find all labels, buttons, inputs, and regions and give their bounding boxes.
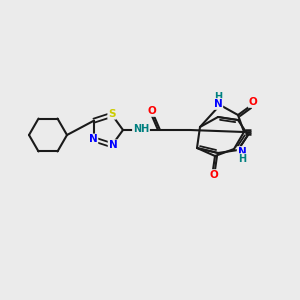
Text: O: O [249,97,257,107]
Text: O: O [210,170,218,180]
Text: N: N [214,99,222,109]
Text: NH: NH [133,124,149,134]
Text: H: H [214,92,222,102]
Text: S: S [108,109,116,119]
Text: N: N [109,140,117,150]
Text: N: N [238,147,246,157]
Text: O: O [148,106,156,116]
Text: N: N [89,134,98,144]
Text: H: H [238,154,246,164]
